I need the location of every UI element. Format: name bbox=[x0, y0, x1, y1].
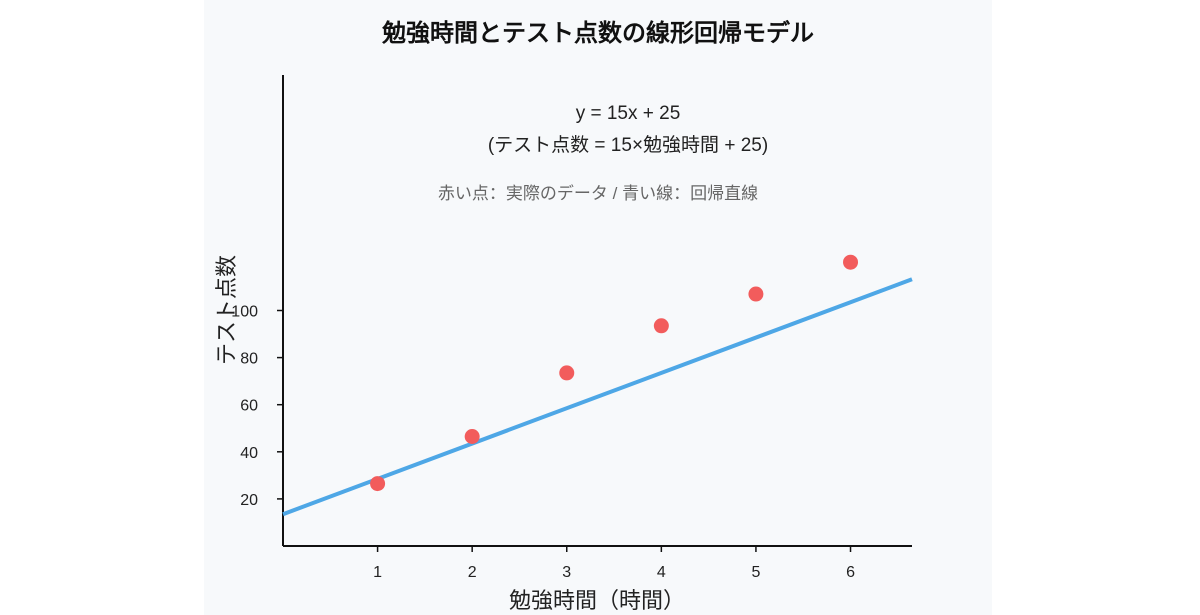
equation-detail-label: (テスト点数 = 15×勉強時間 + 25) bbox=[488, 134, 768, 156]
x-tick-label-2: 2 bbox=[468, 564, 477, 581]
y-tick-label-100: 100 bbox=[231, 304, 258, 321]
x-tick-label-3: 3 bbox=[562, 564, 571, 581]
legend-note: 赤い点：実際のデータ / 青い線：回帰直線 bbox=[438, 183, 758, 203]
data-point-6 bbox=[843, 254, 859, 270]
y-tick-label-60: 60 bbox=[240, 398, 258, 415]
data-point-1 bbox=[370, 476, 386, 492]
data-point-3 bbox=[559, 365, 575, 381]
x-axis-label: 勉強時間（時間） bbox=[509, 589, 685, 614]
data-point-2 bbox=[464, 428, 480, 444]
x-tick-label-1: 1 bbox=[373, 564, 382, 581]
x-tick-label-6: 6 bbox=[846, 564, 855, 581]
chart-panel bbox=[204, 0, 992, 615]
x-tick-label-5: 5 bbox=[751, 564, 760, 581]
plot-area: 1 2 3 4 5 6 20 40 60 80 100 bbox=[231, 75, 913, 581]
y-axis-label: テスト点数 bbox=[215, 255, 240, 365]
data-point-4 bbox=[653, 318, 669, 334]
y-tick-label-80: 80 bbox=[240, 351, 258, 368]
equation-label: y = 15x + 25 bbox=[576, 103, 681, 124]
regression-line bbox=[282, 277, 913, 517]
y-tick-label-40: 40 bbox=[240, 445, 258, 462]
data-point-5 bbox=[748, 286, 764, 302]
x-tick-label-4: 4 bbox=[657, 564, 666, 581]
chart-title: 勉強時間とテスト点数の線形回帰モデル bbox=[381, 19, 814, 47]
y-tick-label-20: 20 bbox=[240, 492, 258, 509]
